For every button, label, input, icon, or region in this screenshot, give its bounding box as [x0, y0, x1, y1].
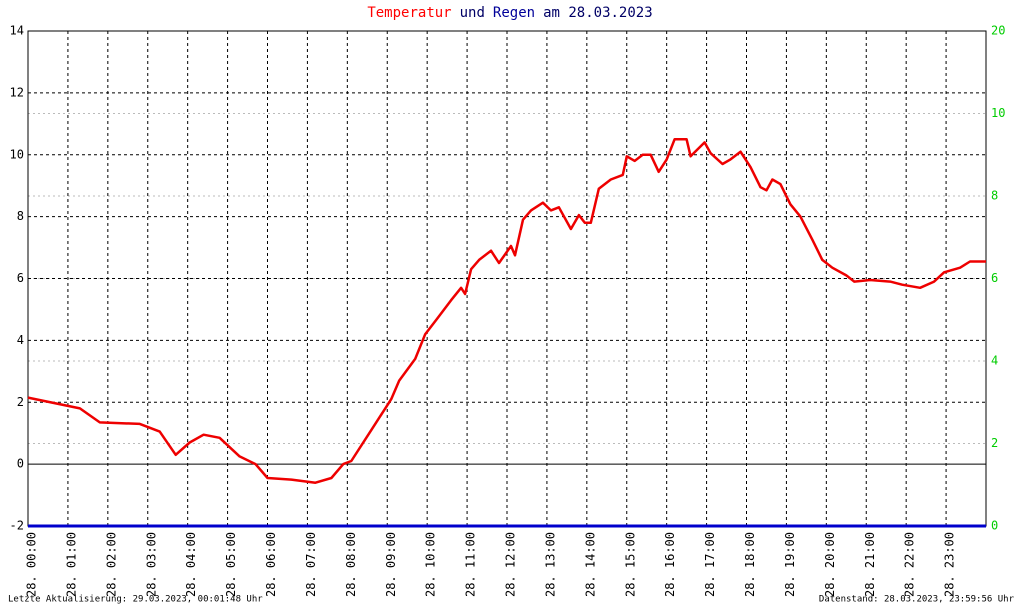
x-tick-label: 28. 16:00: [663, 532, 677, 597]
title-part: am 28.03.2023: [543, 5, 653, 21]
x-tick-label: 28. 07:00: [304, 532, 318, 597]
x-tick-label: 28. 03:00: [144, 532, 158, 597]
footnote: Datenstand: 28.03.2023, 23:59:56 Uhr: [819, 595, 1015, 605]
title-part: und: [460, 5, 485, 21]
y-tick-label: 2: [17, 395, 24, 409]
x-tick-label: 28. 05:00: [224, 532, 238, 597]
x-tick-label: 28. 14:00: [583, 532, 597, 597]
y-tick-label: 4: [17, 333, 24, 347]
x-tick-label: 28. 02:00: [104, 532, 118, 597]
x-tick-label: 28. 22:00: [903, 532, 917, 597]
title-part: Regen: [493, 5, 535, 21]
footnote: Letzte Aktualisierung: 29.03.2023, 00:01…: [8, 595, 263, 605]
y-tick-label: 14: [10, 24, 24, 38]
x-tick-label: 28. 12:00: [504, 532, 518, 597]
x-tick-label: 28. 06:00: [264, 532, 278, 597]
x-tick-label: 28. 11:00: [464, 532, 478, 597]
x-tick-label: 28. 01:00: [64, 532, 78, 597]
series-line: [27, 138, 986, 484]
y2-tick-label: 4: [991, 354, 998, 368]
y-tick-label: 8: [17, 209, 24, 223]
x-tick-label: 28. 21:00: [863, 532, 877, 597]
x-tick-label: 28. 04:00: [184, 532, 198, 597]
y-tick-label: 10: [10, 147, 24, 161]
y-tick-label: -2: [10, 519, 24, 533]
y2-tick-label: 8: [991, 189, 998, 203]
y-tick-label: 0: [17, 457, 24, 471]
chart-title: Temperatur und Regen am 28.03.2023: [367, 5, 652, 21]
y2-tick-label: 6: [991, 271, 998, 285]
x-tick-label: 28. 09:00: [384, 532, 398, 597]
y2-tick-label: 20: [991, 24, 1005, 38]
y2-tick-label: 0: [991, 519, 998, 533]
y2-tick-label: 2: [991, 436, 998, 450]
x-tick-label: 28. 20:00: [823, 532, 837, 597]
x-tick-label: 28. 18:00: [743, 532, 757, 597]
x-tick-label: 28. 08:00: [344, 532, 358, 597]
x-tick-label: 28. 10:00: [424, 532, 438, 597]
x-tick-label: 28. 17:00: [703, 532, 717, 597]
x-tick-label: 28. 19:00: [783, 532, 797, 597]
title-part: Temperatur: [367, 5, 451, 21]
x-tick-label: 28. 13:00: [543, 532, 557, 597]
x-tick-label: 28. 00:00: [25, 532, 39, 597]
x-tick-label: 28. 23:00: [943, 532, 957, 597]
y-tick-label: 12: [10, 85, 24, 99]
y-tick-label: 6: [17, 271, 24, 285]
x-tick-label: 28. 15:00: [623, 532, 637, 597]
y2-tick-label: 10: [991, 106, 1005, 120]
